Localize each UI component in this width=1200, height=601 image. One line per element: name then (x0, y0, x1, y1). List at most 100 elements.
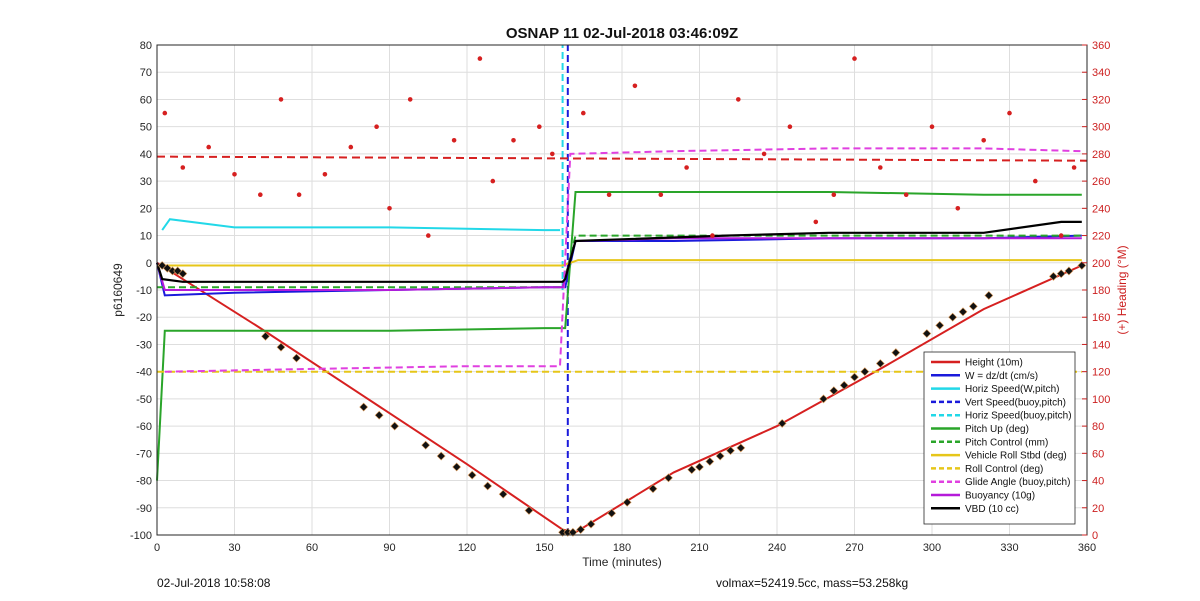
height-marker (968, 301, 978, 311)
height-marker (524, 506, 534, 515)
right-tick-label: 200 (1092, 258, 1110, 270)
y-tick-label: 10 (140, 231, 152, 243)
height-marker (261, 331, 270, 341)
y-tick-label: -20 (136, 312, 152, 324)
heading-point (981, 138, 986, 143)
height-marker (276, 342, 286, 352)
x-tick-label: 240 (768, 542, 786, 554)
x-tick-label: 0 (154, 542, 160, 554)
right-axis-ticks: 0 20 40 60 80 100 120 140 160 180 200 220 240 260 280 3… (1082, 40, 1110, 542)
heading-point (710, 233, 715, 238)
height-marker (664, 473, 673, 483)
x-tick-label: 150 (535, 542, 553, 554)
right-tick-label: 140 (1092, 339, 1110, 351)
x-tick-label: 120 (458, 542, 476, 554)
right-tick-label: 20 (1092, 503, 1104, 515)
y-tick-label: -70 (136, 448, 152, 460)
legend-label-8: Roll Control (deg) (965, 464, 1043, 475)
heading-point (632, 83, 638, 89)
heading-point (852, 56, 857, 61)
height-marker (359, 402, 369, 412)
y-tick-label: -40 (136, 367, 152, 379)
height-marker (948, 312, 958, 322)
height-marker (622, 497, 632, 507)
x-tick-label: 30 (228, 542, 240, 554)
legend: Height (10m) W = dz/dt (cm/s) Horiz Speed(… (923, 351, 1076, 525)
legend-label-3: Vert Speed(buoy,pitch) (965, 397, 1066, 408)
right-tick-label: 340 (1092, 67, 1110, 79)
height-marker (715, 451, 725, 461)
y-tick-label: 60 (140, 94, 152, 106)
series-line-9 (164, 147, 1082, 373)
y-axis-ticks: -100-90-80-70-60-50-40-30-20-10010203040… (130, 40, 152, 542)
height-marker (958, 307, 968, 317)
height-marker (483, 481, 493, 491)
height-marker (292, 353, 301, 363)
height-marker (984, 291, 994, 300)
right-tick-label: 60 (1092, 448, 1104, 460)
height-marker (421, 440, 431, 450)
height-marker (777, 418, 787, 428)
x-tick-label: 300 (923, 542, 941, 554)
series-layer (155, 45, 1088, 535)
x-tick-label: 330 (1000, 542, 1018, 554)
height-marker (819, 394, 828, 404)
heading-point (258, 192, 263, 197)
heading-point (511, 138, 516, 143)
heading-point (606, 192, 612, 197)
height-marker (1064, 266, 1074, 276)
y-tick-label: 70 (140, 67, 152, 79)
height-marker (922, 329, 932, 338)
series-line-5 (156, 191, 1082, 481)
series-line-10 (156, 237, 1082, 291)
height-marker (576, 525, 586, 534)
heading-point (278, 97, 284, 102)
x-axis-label: Time (minutes) (582, 555, 662, 569)
right-tick-label: 120 (1092, 367, 1110, 379)
right-tick-label: 220 (1092, 231, 1110, 243)
y-tick-label: -50 (136, 394, 152, 406)
series-line-2 (161, 218, 560, 232)
height-marker (467, 470, 477, 480)
y-axis-label: p6160649 (111, 263, 125, 317)
legend-label-2: Horiz Speed(W,pitch) (965, 384, 1059, 395)
heading-point (813, 219, 819, 225)
heading-point (322, 172, 328, 177)
height-marker (875, 359, 885, 368)
heading-point (387, 206, 392, 211)
heading-point (831, 192, 837, 197)
height-marker (1048, 271, 1058, 281)
right-tick-label: 300 (1092, 122, 1110, 134)
height-marker (498, 489, 508, 499)
heading-point (426, 233, 431, 238)
y-tick-label: -30 (136, 339, 152, 351)
y-tick-label: 20 (140, 203, 152, 215)
right-tick-label: 280 (1092, 149, 1110, 161)
height-marker (687, 465, 697, 475)
y-tick-label: 30 (140, 176, 152, 188)
height-marker (860, 367, 870, 377)
y-tick-label: 0 (146, 258, 152, 270)
heading-point (232, 172, 237, 177)
x-tick-label: 180 (613, 542, 631, 554)
heading-point (955, 206, 961, 211)
height-marker (436, 451, 446, 461)
right-tick-label: 180 (1092, 285, 1110, 297)
x-tick-label: 60 (306, 542, 318, 554)
y-tick-label: 80 (140, 40, 152, 52)
heading-point (1058, 233, 1064, 238)
heading-point (736, 97, 741, 102)
heading-point (581, 110, 586, 116)
heading-point (878, 165, 883, 170)
right-tick-label: 80 (1092, 421, 1104, 433)
heading-point (490, 178, 496, 184)
y-tick-label: -80 (136, 476, 152, 488)
heading-point (180, 165, 186, 170)
heading-point (407, 97, 413, 102)
legend-label-4: Horiz Speed(buoy,pitch) (965, 411, 1072, 422)
heading-point (1007, 110, 1012, 116)
height-marker (178, 269, 188, 279)
x-axis-ticks: 0 30 60 90 120 150 180 210 240 270 300 330 360 (154, 542, 1096, 554)
height-marker (390, 421, 400, 431)
